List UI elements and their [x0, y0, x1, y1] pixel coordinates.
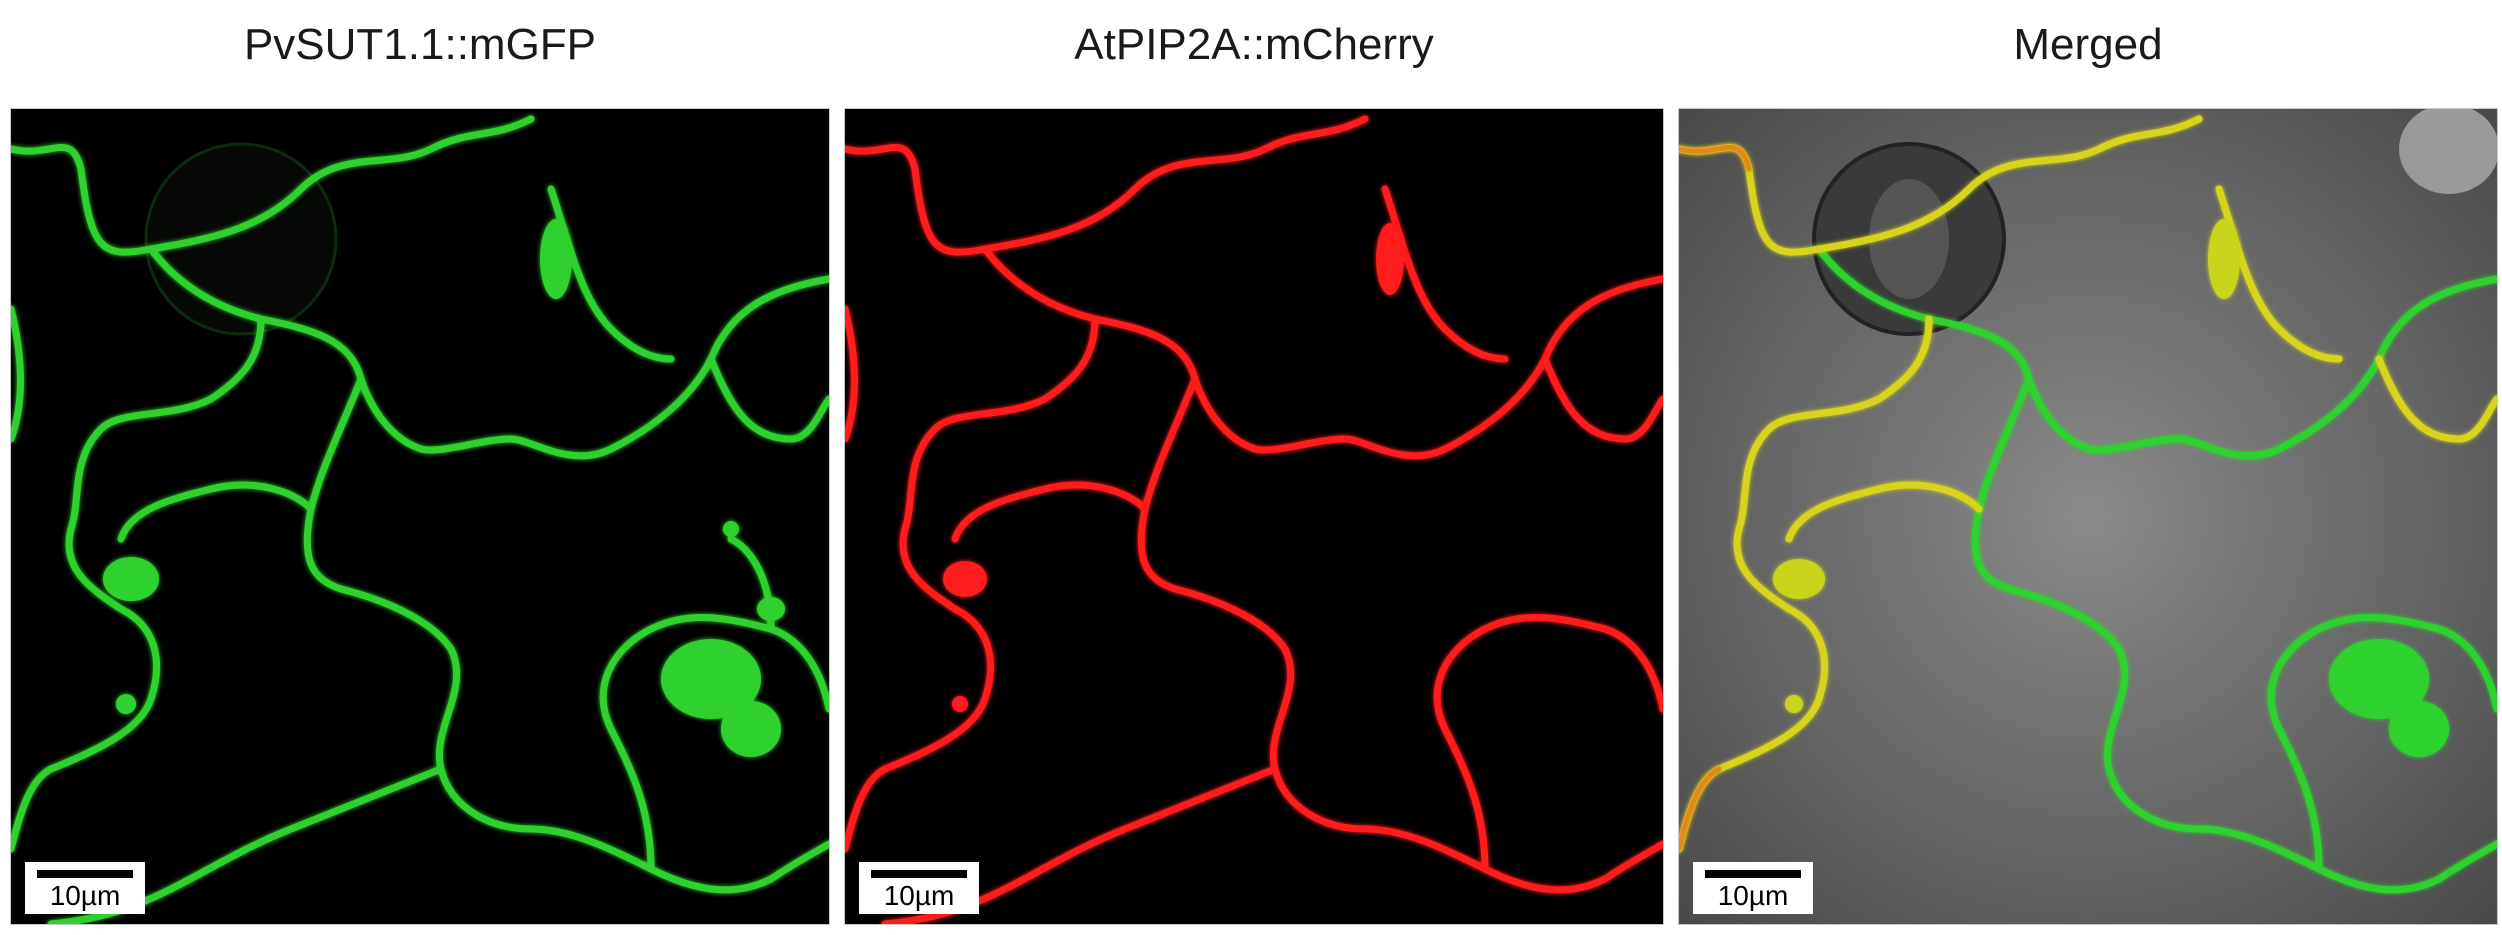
scale-bar-label: 10µm: [1717, 880, 1789, 911]
scale-bar: 10µm: [859, 862, 979, 914]
panel-title: AtPIP2A::mCherry: [1074, 20, 1434, 69]
scale-bar-line: [871, 870, 967, 878]
cell-outline-image: [1679, 109, 2497, 924]
micrograph-merged: 10µm: [1678, 108, 2498, 925]
panel-merged: Merged: [1678, 0, 2498, 935]
panel-title: PvSUT1.1::mGFP: [243, 20, 597, 69]
panel-mcherry: AtPIP2A::mCherry: [844, 0, 1664, 935]
cell-outline-image: [845, 109, 1663, 924]
panel-gfp: PvSUT1.1::mGFP: [10, 0, 830, 935]
micrograph-gfp: 10µm: [10, 108, 830, 925]
micrograph-mcherry: 10µm: [844, 108, 1664, 925]
scale-bar-line: [37, 870, 133, 878]
scale-bar: 10µm: [1693, 862, 1813, 914]
cell-outline-image: [11, 109, 829, 924]
panel-title: Merged: [2013, 20, 2163, 69]
scale-bar-label: 10µm: [49, 880, 121, 911]
scale-bar-label: 10µm: [883, 880, 955, 911]
scale-bar-line: [1705, 870, 1801, 878]
scale-bar: 10µm: [25, 862, 145, 914]
